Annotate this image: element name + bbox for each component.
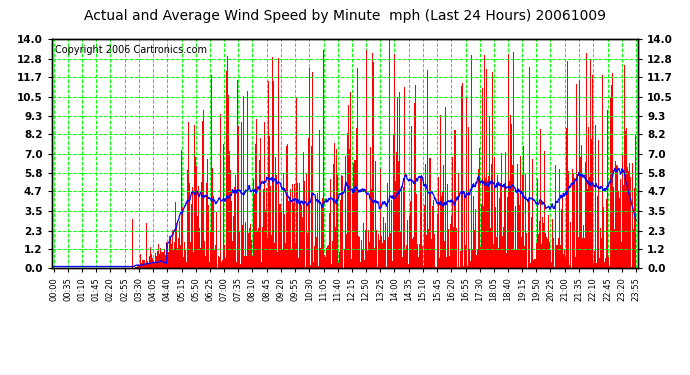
Text: Copyright 2006 Cartronics.com: Copyright 2006 Cartronics.com — [55, 45, 207, 55]
Text: Actual and Average Wind Speed by Minute  mph (Last 24 Hours) 20061009: Actual and Average Wind Speed by Minute … — [84, 9, 606, 23]
